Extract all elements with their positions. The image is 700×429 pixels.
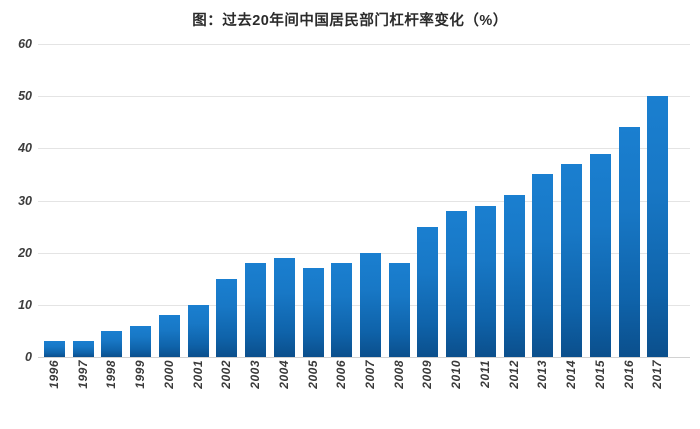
bar[interactable] (158, 315, 180, 357)
gridline-0 (38, 357, 690, 358)
x-axis-tick-label: 2016 (621, 360, 636, 389)
x-axis-tick-label: 2001 (190, 360, 205, 389)
x-axis-tick-label: 1998 (104, 360, 119, 389)
bar[interactable] (647, 96, 669, 357)
x-axis-tick-label: 2004 (276, 360, 291, 389)
gridline-50 (38, 96, 690, 98)
x-axis-tick-label: 2011 (477, 360, 492, 388)
bar[interactable] (187, 304, 209, 357)
bar[interactable] (561, 163, 583, 357)
gridline-30 (38, 200, 690, 202)
x-axis-tick-label: 2015 (592, 360, 607, 389)
bar[interactable] (101, 330, 123, 357)
bar[interactable] (388, 263, 410, 357)
bar[interactable] (130, 325, 152, 357)
chart-title: 图：过去20年间中国居民部门杠杆率变化（%） (192, 13, 508, 29)
y-axis-tick-label: 0 (25, 349, 32, 364)
bar[interactable] (474, 205, 496, 357)
bar[interactable] (331, 263, 353, 357)
x-axis: 1996 1997 1998 1999 2000 2001 2002 2003 2004 2005… (38, 360, 690, 426)
x-axis-tick-label: 2012 (506, 360, 521, 389)
gridline-60 (38, 44, 690, 45)
x-axis-tick-label: 2007 (363, 360, 377, 389)
x-axis-tick-label: 2014 (564, 360, 579, 389)
x-axis-tick-label: 2009 (420, 360, 435, 389)
y-axis-tick-label: 30 (18, 193, 32, 208)
bar[interactable] (216, 278, 238, 357)
bar[interactable] (245, 263, 267, 357)
x-axis-tick-label: 1999 (133, 360, 148, 389)
bar[interactable] (360, 252, 381, 357)
bar[interactable] (618, 127, 640, 357)
bar[interactable] (44, 341, 65, 357)
y-axis-tick-label: 40 (18, 141, 32, 156)
x-axis-tick-label: 2008 (391, 360, 406, 389)
y-axis-tick-label: 10 (18, 297, 32, 312)
x-axis-tick-label: 2010 (449, 360, 464, 389)
y-axis-tick-label: 60 (18, 36, 32, 51)
bar[interactable] (302, 268, 324, 357)
bar[interactable] (417, 226, 439, 357)
x-axis-tick-label: 2005 (305, 360, 320, 389)
bar[interactable] (503, 195, 525, 357)
bar[interactable] (273, 257, 295, 357)
x-axis-tick-label: 2003 (248, 360, 263, 389)
bar[interactable] (589, 153, 611, 357)
x-axis-tick-label: 2013 (535, 360, 550, 389)
x-axis-tick-label: 2000 (161, 360, 176, 389)
bar[interactable] (532, 174, 554, 357)
y-axis: 0 10 20 30 40 50 60 (0, 38, 32, 363)
y-axis-tick-label: 20 (18, 245, 32, 260)
x-axis-tick-label: 1996 (47, 360, 61, 389)
x-axis-tick-label: 1997 (75, 360, 90, 389)
y-axis-tick-label: 50 (18, 88, 32, 103)
x-axis-tick-label: 2002 (219, 360, 234, 389)
gridline-40 (38, 148, 690, 150)
bar[interactable] (446, 210, 468, 357)
x-axis-tick-label: 2017 (650, 360, 665, 389)
bar[interactable] (72, 341, 94, 357)
x-axis-tick-label: 2006 (334, 360, 349, 389)
bars-layer (38, 44, 690, 357)
